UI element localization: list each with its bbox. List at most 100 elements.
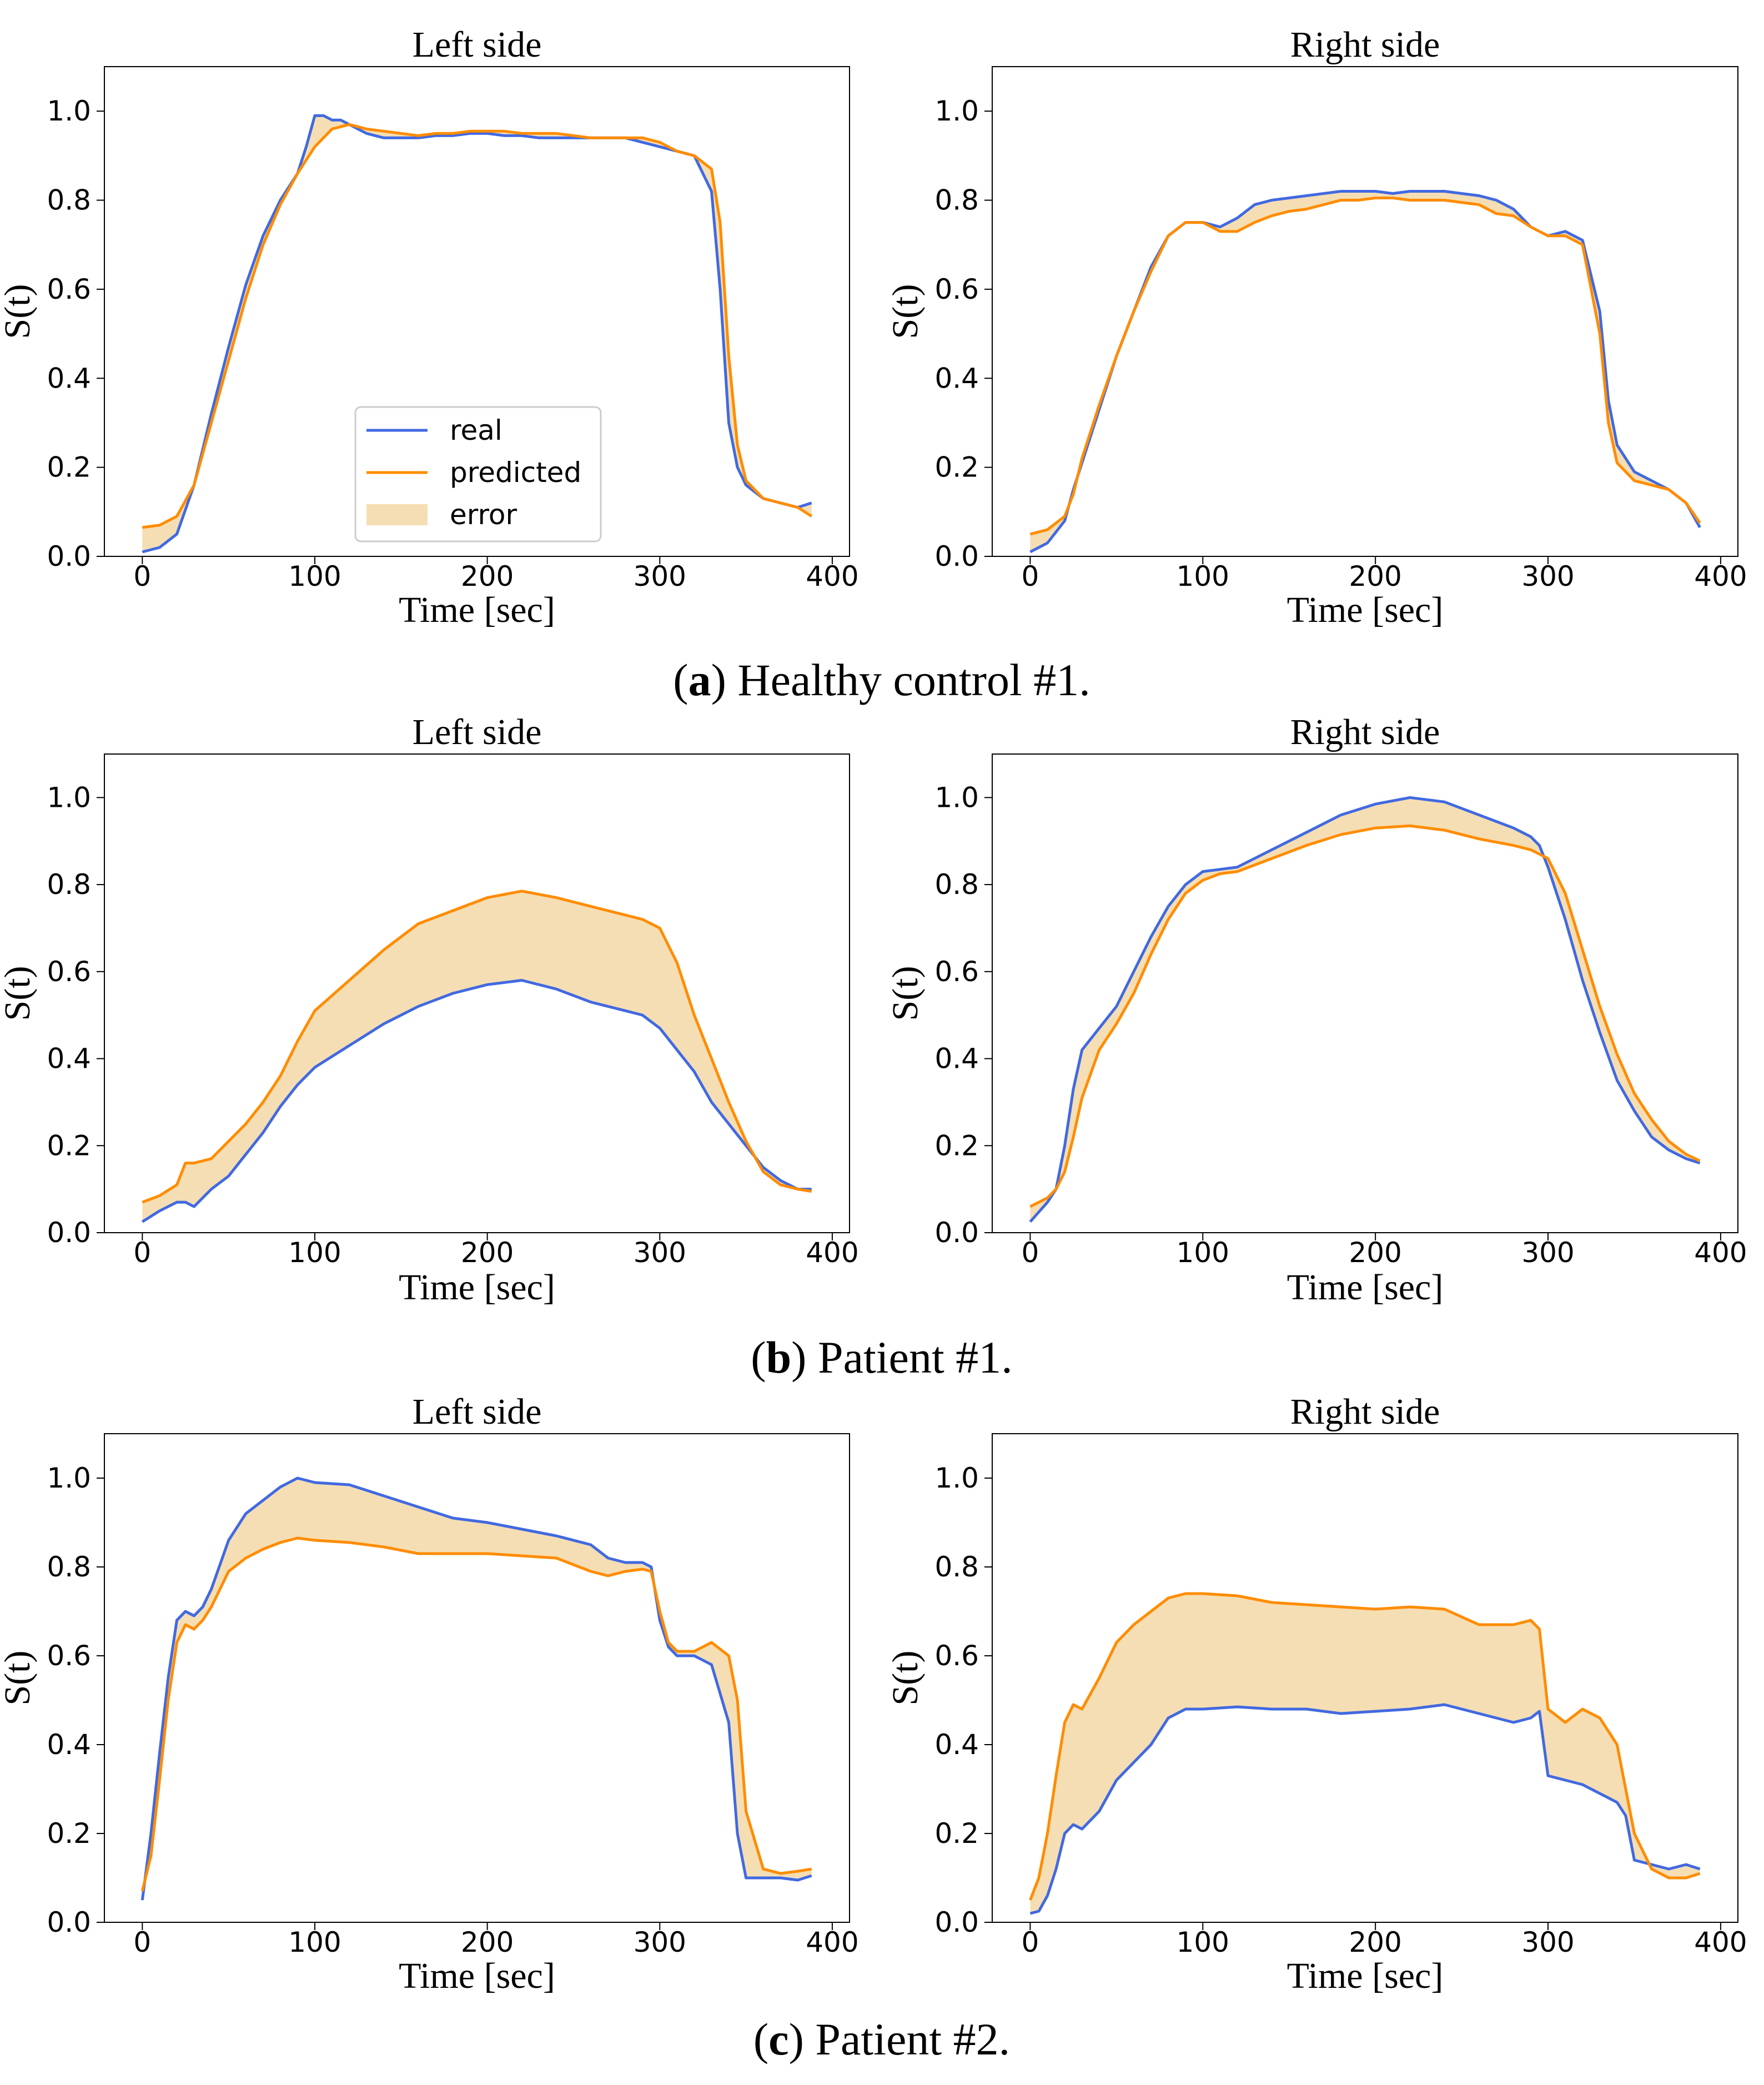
x-axis-label: Time [sec] [399,590,555,630]
x-tick-label: 300 [634,560,686,592]
axes-frame [992,753,1738,1233]
y-tick-label: 0.6 [47,1640,91,1672]
caption-c-letter: c [768,2014,788,2064]
y-tick-label: 0.2 [47,1817,91,1850]
chart-title: Right side [1290,712,1440,752]
x-tick-label: 400 [1694,1926,1747,1958]
axes-frame [104,1433,850,1923]
x-tick-label: 100 [1177,560,1229,592]
caption-a: (a) Healthy control #1. [673,655,1090,705]
y-tick-label: 0.6 [47,956,91,988]
y-tick-label: 0.8 [934,1551,979,1583]
y-tick-label: 0.6 [934,273,979,305]
y-tick-label: 0.6 [934,1640,979,1672]
y-tick-label: 0.8 [47,1551,91,1583]
y-tick-label: 0.2 [934,1817,979,1850]
y-tick-label: 0.2 [934,1129,979,1162]
y-tick-label: 0.0 [934,1906,979,1938]
real-line [141,979,812,1223]
y-tick-label: 0.4 [934,362,979,394]
y-tick-label: 0.0 [934,1217,979,1249]
y-tick-label: 0.2 [47,451,91,484]
y-tick-label: 0.0 [47,1217,91,1249]
caption-c: (c) Patient #2. [753,2014,1010,2064]
y-tick-label: 0.8 [47,184,91,217]
x-axis-label: Time [sec] [399,1267,555,1308]
axes-frame [104,66,850,557]
y-tick-label: 0.4 [934,1043,979,1075]
y-tick-label: 0.8 [934,868,979,901]
legend: real predicted error [354,406,602,542]
error-band [1030,1594,1700,1913]
real-line [142,114,812,554]
axes-frame [992,1433,1738,1923]
x-tick-label: 100 [288,560,341,592]
y-axis-label: S(t) [0,284,38,339]
axes-frame [992,66,1738,557]
x-tick-label: 0 [133,560,151,592]
x-axis-label: Time [sec] [1287,590,1444,630]
real-line [1029,1703,1701,1915]
x-tick-label: 100 [288,1926,341,1958]
chart-panel-3: 0 100 200 300 400 0.0 0.2 0.4 0.6 0.8 1.0 Left side… [0,712,859,1308]
predicted-line [1029,1592,1701,1901]
y-tick-label: 0.8 [934,184,979,217]
y-tick-label: 0.4 [47,1729,91,1761]
x-tick-label: 300 [1521,1926,1574,1958]
predicted-line [142,123,813,529]
y-axis-label: S(t) [885,966,926,1021]
x-tick-label: 400 [806,1237,858,1269]
caption-b-letter: b [766,1332,792,1383]
x-tick-label: 200 [1349,560,1401,592]
y-tick-label: 0.4 [47,362,91,394]
y-tick-label: 1.0 [934,95,979,127]
x-tick-label: 300 [634,1926,686,1958]
predicted-line [1029,197,1701,536]
y-tick-label: 0.6 [47,273,91,305]
x-tick-label: 400 [806,560,858,592]
x-tick-label: 0 [1021,1926,1039,1958]
y-axis-label: S(t) [0,966,38,1021]
x-tick-label: 200 [461,560,514,592]
x-tick-label: 0 [133,1237,151,1269]
predicted-line [142,890,812,1204]
caption-b-text: Patient #1. [806,1332,1012,1383]
y-tick-label: 0.0 [47,1906,91,1938]
x-tick-label: 200 [1349,1237,1401,1269]
caption-a-text: Healthy control #1. [726,655,1090,705]
y-tick-label: 0.4 [47,1043,91,1075]
x-axis-label: Time [sec] [1287,1267,1444,1308]
caption-a-letter: a [688,655,711,705]
x-tick-label: 0 [133,1926,151,1958]
x-axis-label: Time [sec] [399,1956,555,1996]
y-tick-label: 0.4 [934,1729,979,1761]
error-band [1030,797,1700,1222]
caption-c-text: Patient #2. [804,2014,1010,2064]
legend-predicted-label: predicted [450,456,581,489]
y-tick-label: 0.2 [934,451,979,484]
x-tick-label: 300 [1521,560,1574,592]
chart-title: Left side [413,1391,542,1432]
y-tick-label: 1.0 [47,781,91,813]
axes-frame [104,753,850,1233]
y-tick-label: 0.0 [47,540,91,572]
x-tick-label: 300 [1521,1237,1574,1269]
y-tick-label: 1.0 [934,781,979,813]
y-tick-label: 0.6 [934,956,979,988]
chart-panel-2: 0 100 200 300 400 0.0 0.2 0.4 0.6 0.8 1.0 Right sid… [885,24,1747,630]
predicted-line [1029,824,1701,1208]
legend-error-label: error [450,499,517,531]
x-tick-label: 100 [288,1237,341,1269]
caption-b: (b) Patient #1. [751,1332,1012,1383]
y-tick-label: 1.0 [934,1462,979,1494]
chart-title: Left side [413,24,542,65]
x-tick-label: 0 [1021,560,1039,592]
real-line [1029,796,1701,1223]
real-line [140,1476,812,1901]
x-tick-label: 100 [1177,1926,1229,1958]
error-band [142,1478,812,1900]
predicted-line [140,1536,812,1892]
chart-title: Left side [413,712,542,752]
y-tick-label: 0.8 [47,868,91,901]
